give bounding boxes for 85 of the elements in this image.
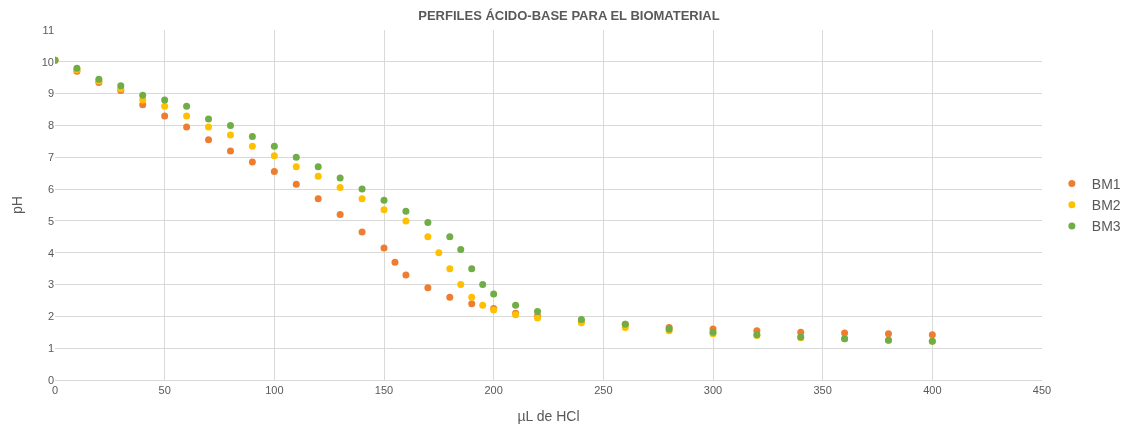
- point: [512, 301, 520, 309]
- point: [435, 249, 443, 257]
- point: [479, 301, 487, 309]
- point: [161, 102, 169, 110]
- point: [468, 300, 476, 308]
- point: [139, 91, 147, 99]
- x-tick-label: 300: [703, 384, 723, 397]
- point: [380, 196, 388, 204]
- legend-label: BM3: [1091, 218, 1121, 235]
- point: [205, 123, 213, 131]
- point: [248, 142, 256, 150]
- x-tick-label: 350: [813, 384, 832, 397]
- point: [457, 246, 465, 254]
- point: [205, 115, 213, 123]
- point: [314, 172, 322, 180]
- point: [226, 121, 234, 129]
- point: [490, 290, 498, 298]
- y-tick-label: 11: [42, 23, 54, 36]
- point: [270, 142, 278, 150]
- point: [314, 163, 322, 171]
- point: [446, 293, 454, 301]
- point: [205, 136, 213, 144]
- point: [336, 184, 344, 191]
- y-tick-label: 6: [47, 182, 54, 195]
- point: [358, 195, 366, 203]
- point: [424, 219, 432, 226]
- y-tick-label: 7: [47, 151, 54, 164]
- y-axis-title: pH: [9, 196, 26, 214]
- legend-label: BM2: [1091, 197, 1121, 214]
- point: [314, 195, 322, 203]
- point: [336, 174, 344, 182]
- point: [183, 102, 191, 110]
- x-tick-label: 250: [594, 384, 613, 397]
- x-tick-label: 100: [265, 384, 284, 397]
- point: [226, 131, 234, 139]
- point: [226, 147, 234, 155]
- point: [270, 168, 278, 176]
- point: [292, 153, 300, 161]
- point: [161, 96, 169, 104]
- x-tick-label: 450: [1032, 384, 1052, 397]
- point: [161, 112, 169, 120]
- legend-label: BM1: [1091, 176, 1121, 193]
- x-tick-label: 50: [158, 384, 171, 397]
- point: [402, 271, 410, 279]
- point: [183, 123, 191, 131]
- y-tick-label: 5: [47, 214, 54, 227]
- point: [534, 308, 542, 316]
- point: [424, 284, 432, 292]
- point: [884, 330, 892, 338]
- point: [248, 158, 256, 166]
- point: [841, 329, 849, 337]
- y-tick-label: 9: [47, 87, 54, 100]
- point: [424, 233, 432, 241]
- point: [358, 185, 366, 193]
- point: [479, 281, 487, 289]
- point: [183, 112, 191, 120]
- point: [446, 265, 454, 273]
- point: [292, 180, 300, 188]
- point: [468, 265, 476, 273]
- y-tick-label: 1: [47, 342, 54, 355]
- point: [380, 244, 388, 252]
- point: [380, 206, 388, 214]
- point: [402, 207, 410, 215]
- point: [391, 258, 399, 266]
- point: [446, 233, 454, 241]
- y-tick-label: 2: [47, 310, 54, 323]
- point: [402, 217, 410, 225]
- point: [928, 331, 936, 339]
- y-tick-label: 3: [47, 278, 54, 291]
- chart-title: PERFILES ÁCIDO-BASE PARA EL BIOMATERIAL: [418, 7, 720, 23]
- x-tick-label: 400: [923, 384, 942, 397]
- y-tick-label: 8: [47, 119, 54, 132]
- y-tick-label: 4: [47, 246, 54, 259]
- x-tick-label: 200: [484, 384, 503, 397]
- point: [248, 133, 256, 141]
- y-tick-label: 10: [41, 55, 54, 68]
- point: [292, 163, 300, 171]
- point: [270, 152, 278, 160]
- point: [468, 293, 476, 301]
- point: [358, 228, 366, 236]
- y-tick-label: 0: [47, 373, 54, 386]
- x-axis-title: µL de HCl: [517, 407, 580, 424]
- point: [457, 281, 465, 289]
- point: [336, 211, 344, 219]
- x-tick-label: 150: [374, 384, 394, 397]
